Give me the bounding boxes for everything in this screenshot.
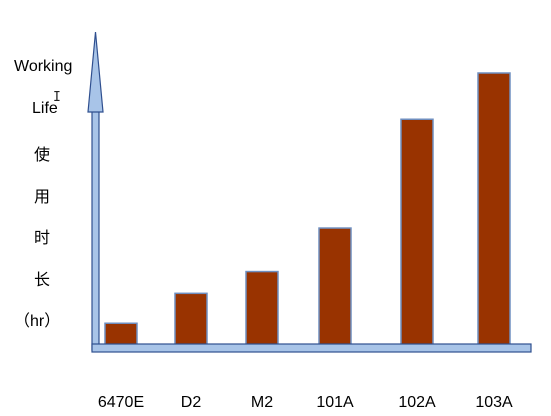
y-axis-label-line-4: 用 xyxy=(34,189,51,206)
text-cursor-icon: I xyxy=(53,90,61,105)
x-tick-label-101a: 101A xyxy=(316,394,354,411)
y-axis-label-line-2: Life xyxy=(32,100,58,117)
bar-101a xyxy=(318,227,352,346)
x-tick-label-6470e: 6470E xyxy=(98,394,144,411)
bar-m2 xyxy=(245,270,279,346)
y-axis-shaft xyxy=(91,109,100,351)
bar-103a xyxy=(477,72,511,346)
bar-102a xyxy=(400,118,434,346)
y-axis-label-line-3: 使 xyxy=(34,147,51,164)
axes-group xyxy=(87,31,532,353)
y-axis-arrowhead xyxy=(87,31,104,113)
y-axis-label-line-5: 时 xyxy=(34,230,51,247)
x-axis-bar xyxy=(91,343,532,353)
x-tick-labels: 6470E D2 M2 101A 102A 103A xyxy=(98,394,513,411)
x-tick-label-m2: M2 xyxy=(251,394,273,411)
bar-d2 xyxy=(174,292,208,346)
bar-6470e xyxy=(104,322,138,346)
x-tick-label-d2: D2 xyxy=(181,394,202,411)
x-tick-label-103a: 103A xyxy=(475,394,513,411)
y-axis-label-line-1: Working xyxy=(14,58,73,75)
bars-group xyxy=(104,72,511,346)
y-axis-label-line-6: 长 xyxy=(34,272,51,289)
x-tick-label-102a: 102A xyxy=(398,394,436,411)
y-axis-label-line-7: （hr） xyxy=(14,313,61,330)
